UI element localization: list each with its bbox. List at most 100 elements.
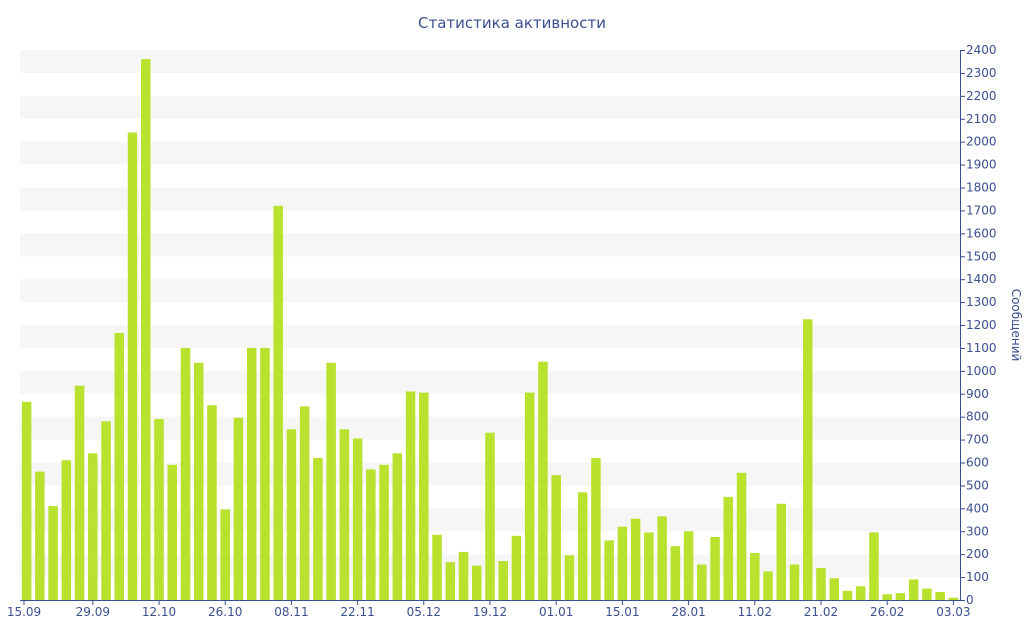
- bar: [842, 590, 853, 600]
- bar: [948, 597, 959, 600]
- bar: [193, 362, 204, 600]
- x-tick-label: 11.02: [738, 605, 772, 619]
- bar: [21, 401, 32, 600]
- bar: [471, 565, 482, 601]
- y-tick-label: 1500: [966, 249, 997, 263]
- bar: [577, 492, 588, 600]
- bar: [630, 518, 641, 600]
- bar: [207, 405, 217, 600]
- chart-title: Статистика активности: [418, 14, 606, 32]
- x-tick-label: 03.03: [936, 605, 970, 619]
- bar: [551, 475, 561, 600]
- x-tick-label: 29.09: [76, 605, 110, 619]
- bar: [419, 392, 429, 600]
- bar: [644, 532, 654, 600]
- grid-band: [20, 370, 960, 394]
- bar: [74, 385, 85, 600]
- y-tick-label: 1000: [966, 364, 997, 378]
- bar: [35, 471, 45, 600]
- y-tick-label: 2400: [966, 43, 997, 57]
- bar: [61, 460, 72, 600]
- bar: [220, 509, 230, 600]
- x-tick-label: 22.11: [340, 605, 374, 619]
- y-tick-label: 2200: [966, 89, 997, 103]
- y-tick-label: 1600: [966, 226, 997, 240]
- bar: [114, 333, 125, 600]
- bar: [313, 457, 323, 600]
- bar: [697, 564, 707, 600]
- bar: [405, 391, 416, 600]
- x-tick-label: 21.02: [804, 605, 838, 619]
- y-tick-label: 1400: [966, 272, 997, 286]
- y-tick-label: 900: [966, 387, 989, 401]
- y-tick-label: 500: [966, 478, 989, 492]
- bar: [869, 532, 879, 600]
- bar: [524, 392, 535, 600]
- grid-band: [20, 187, 960, 211]
- bar: [180, 347, 191, 600]
- grid-band: [20, 325, 960, 348]
- y-tick-label: 1300: [966, 295, 997, 309]
- bar: [855, 586, 866, 600]
- y-tick-label: 1200: [966, 318, 997, 332]
- bar: [829, 578, 839, 600]
- bar: [498, 561, 508, 600]
- x-tick-label: 12.10: [142, 605, 176, 619]
- x-tick-label: 26.02: [870, 605, 904, 619]
- bar: [683, 531, 694, 600]
- grid-band: [20, 50, 960, 73]
- bar: [511, 535, 522, 600]
- bar: [908, 579, 919, 601]
- grid-band: [20, 141, 960, 165]
- y-tick-label: 300: [966, 524, 989, 538]
- x-tick-label: 08.11: [274, 605, 308, 619]
- bar: [432, 534, 442, 600]
- bar: [286, 429, 297, 600]
- bar: [379, 464, 389, 600]
- bar: [802, 319, 813, 600]
- bar: [299, 406, 310, 600]
- bar: [260, 347, 270, 600]
- y-tick-label: 1700: [966, 203, 997, 217]
- bar: [88, 453, 98, 600]
- grid-band: [20, 95, 960, 119]
- x-tick-label: 15.01: [605, 605, 639, 619]
- bar: [127, 132, 138, 600]
- bar: [604, 540, 614, 600]
- y-tick-label: 100: [966, 570, 989, 584]
- y-tick-label: 2000: [966, 135, 997, 149]
- x-tick-label: 01.01: [539, 605, 573, 619]
- y-tick-label: 800: [966, 410, 989, 424]
- grid-band: [20, 233, 960, 257]
- bar: [763, 571, 773, 600]
- y-tick-label: 2100: [966, 112, 997, 126]
- bar: [723, 496, 734, 601]
- x-tick-label: 05.12: [407, 605, 441, 619]
- y-tick-label: 1800: [966, 181, 997, 195]
- bar: [445, 562, 456, 600]
- bar: [591, 457, 601, 600]
- bar: [154, 418, 164, 600]
- bar: [273, 205, 283, 600]
- y-tick-label: 700: [966, 433, 989, 447]
- y-axis-title: Сообщений: [1009, 289, 1023, 362]
- y-tick-label: 600: [966, 456, 989, 470]
- y-tick-label: 2300: [966, 66, 997, 80]
- bar: [392, 453, 403, 600]
- bar: [538, 361, 548, 600]
- y-tick-label: 1900: [966, 158, 997, 172]
- bar: [935, 591, 945, 600]
- bar: [458, 551, 469, 601]
- bar: [167, 464, 178, 600]
- bar: [657, 516, 667, 600]
- bar: [750, 553, 760, 600]
- x-tick-label: 26.10: [208, 605, 242, 619]
- x-tick-label: 19.12: [473, 605, 507, 619]
- bar: [736, 472, 747, 600]
- bar: [352, 438, 363, 600]
- y-tick-label: 200: [966, 547, 989, 561]
- bar: [101, 421, 111, 600]
- bar: [48, 506, 58, 600]
